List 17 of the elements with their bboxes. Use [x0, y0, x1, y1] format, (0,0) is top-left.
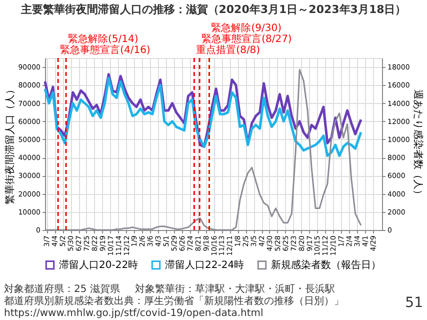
text: 対象繁華街：草津駅・大津駅・浜町・長浜駅	[135, 283, 335, 295]
text: 51	[405, 295, 423, 311]
text: 都道府県別新規感染者数出典：厚生労働省「新規陽性者数の推移（日別）」 https://www.mhlw.go.jp/stf/covid-19/open-data.html	[4, 295, 344, 319]
line-series	[44, 76, 362, 158]
legend-label: 新規感染者数（報告日）	[271, 259, 381, 272]
legend-label: 滞留人口20-22時	[59, 259, 138, 272]
legend-label: 滞留人口22-24時	[165, 259, 244, 272]
ref-line-label: 緊急解除(9/30)	[211, 22, 282, 34]
text: 対象都道府県：25 滋賀県	[4, 283, 120, 295]
ref-line-label: 緊急解除(5/14)	[68, 33, 138, 45]
chart-title: 主要繁華街夜間滞留人口の推移：滋賀（2020年3月1日～2023年3月18日）	[20, 3, 406, 16]
y-axis-title: 繁華街夜間滞留人口（人）	[4, 84, 16, 204]
line-series	[44, 69, 362, 231]
y2-axis-title: 週あたり感染者数（人）	[412, 90, 424, 200]
ref-line-label: 緊急事態宣言(4/16)	[60, 44, 150, 56]
ref-line-label: 重点措置(8/8)	[196, 44, 260, 56]
ref-line-label: 緊急事態宣言(8/27)	[202, 33, 292, 45]
